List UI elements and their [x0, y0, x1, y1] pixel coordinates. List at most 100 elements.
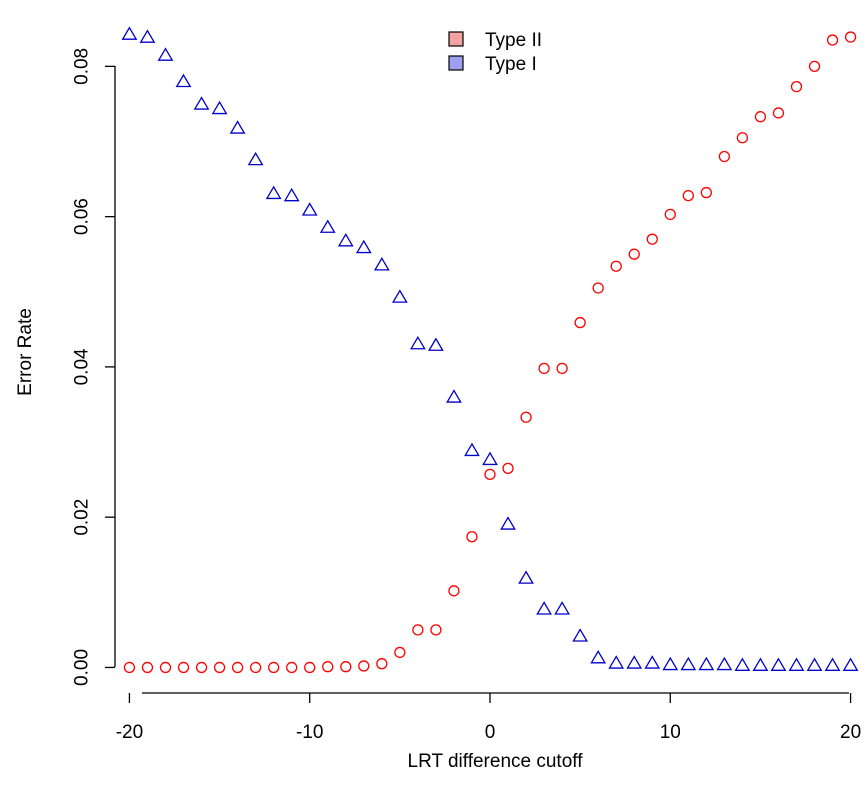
- data-points: [121, 26, 859, 674]
- type-ii-point: [808, 60, 821, 73]
- axes: -20 -10 0 10 20 0.00 0.02 0.04 0.06 0.08: [72, 48, 862, 743]
- type-ii-point: [592, 282, 604, 294]
- y-tick-label: 0.08: [72, 48, 93, 85]
- type-ii-point: [286, 661, 298, 674]
- type-i-point: [139, 29, 156, 43]
- type-ii-point: [394, 646, 406, 659]
- type-i-point: [698, 656, 715, 671]
- type-ii-point: [376, 658, 388, 670]
- x-axis-label: LRT difference cutoff: [408, 751, 584, 772]
- type-ii-point: [268, 661, 280, 674]
- type-ii-point: [826, 34, 839, 46]
- type-ii-point: [195, 661, 208, 674]
- type-ii-point: [502, 462, 514, 474]
- type-i-point: [464, 442, 480, 457]
- y-ticks: 0.00 0.02 0.04 0.06 0.08: [72, 48, 115, 686]
- type-ii-point: [790, 80, 803, 93]
- y-axis-label: Error Rate: [15, 308, 36, 396]
- type-i-point: [518, 570, 534, 584]
- x-tick-label: 10: [660, 722, 681, 743]
- legend: Type II Type I: [448, 30, 542, 75]
- type-ii-point: [682, 189, 694, 202]
- type-ii-point: [700, 186, 712, 199]
- type-ii-point: [646, 233, 658, 245]
- type-i-point: [824, 657, 841, 671]
- type-i-point: [608, 655, 625, 669]
- type-ii-point: [484, 468, 496, 480]
- legend-swatch-type-i: [448, 55, 464, 71]
- type-i-point: [716, 656, 733, 671]
- type-i-point: [446, 389, 462, 403]
- type-ii-point: [844, 31, 857, 43]
- type-ii-point: [574, 316, 586, 329]
- type-i-point: [157, 47, 174, 61]
- type-ii-point: [754, 111, 767, 123]
- type-i-point: [211, 100, 228, 115]
- type-ii-point: [304, 661, 316, 674]
- type-i-point: [247, 151, 264, 166]
- y-tick-label: 0.06: [72, 198, 93, 235]
- type-i-point: [842, 657, 859, 671]
- type-i-point: [175, 73, 192, 88]
- type-ii-point: [159, 661, 172, 674]
- type-i-point: [572, 628, 589, 642]
- type-i-point: [554, 601, 571, 615]
- type-i-point: [644, 655, 661, 669]
- x-tick-label: 0: [485, 722, 496, 743]
- type-i-point: [319, 219, 336, 233]
- type-i-point: [301, 202, 318, 216]
- type-ii-point: [628, 248, 640, 260]
- type-ii-point: [340, 661, 352, 673]
- type-i-point: [229, 120, 246, 134]
- type-ii-point: [466, 531, 478, 543]
- type-i-point: [788, 657, 805, 671]
- type-i-point: [734, 657, 751, 671]
- x-tick-label: -20: [116, 722, 143, 743]
- type-i-point: [337, 233, 354, 247]
- type-i-point: [265, 185, 282, 200]
- type-ii-point: [430, 624, 442, 636]
- type-i-point: [355, 239, 372, 254]
- type-i-point: [373, 257, 390, 271]
- x-tick-label: -10: [296, 722, 323, 743]
- type-i-point: [806, 657, 823, 671]
- type-i-point: [590, 650, 607, 664]
- legend-swatch-type-ii: [448, 31, 464, 47]
- type-ii-point: [664, 208, 676, 221]
- type-i-point: [428, 337, 444, 351]
- type-i-point: [680, 656, 697, 671]
- legend-label-type-ii: Type II: [485, 30, 542, 51]
- x-ticks: -20 -10 0 10 20: [116, 693, 861, 743]
- type-i-point: [121, 26, 138, 40]
- type-ii-point: [538, 362, 550, 375]
- legend-label-type-i: Type I: [485, 54, 537, 75]
- type-ii-point: [772, 107, 785, 119]
- type-ii-point: [141, 661, 154, 674]
- type-ii-point: [448, 585, 460, 597]
- type-ii-point: [231, 661, 244, 674]
- type-i-point: [482, 451, 498, 466]
- type-i-point: [626, 655, 643, 669]
- type-i-point: [391, 289, 408, 303]
- type-ii-point: [718, 150, 731, 163]
- type-ii-point: [322, 661, 334, 673]
- type-ii-point: [736, 132, 749, 144]
- type-i-point: [536, 601, 552, 615]
- type-i-point: [662, 656, 679, 671]
- type-i-point: [193, 96, 210, 110]
- type-i-point: [770, 657, 787, 671]
- type-ii-point: [177, 661, 190, 674]
- type-ii-point: [123, 661, 136, 674]
- type-ii-point: [249, 661, 262, 674]
- x-tick-label: 20: [840, 722, 861, 743]
- type-i-point: [752, 657, 769, 671]
- type-ii-point: [520, 411, 532, 423]
- type-i-point: [283, 187, 300, 202]
- y-tick-label: 0.02: [72, 499, 93, 536]
- y-tick-label: 0.04: [72, 348, 93, 385]
- type-ii-point: [556, 362, 568, 375]
- type-ii-point: [610, 260, 622, 272]
- type-ii-point: [412, 624, 424, 636]
- type-ii-point: [358, 660, 370, 672]
